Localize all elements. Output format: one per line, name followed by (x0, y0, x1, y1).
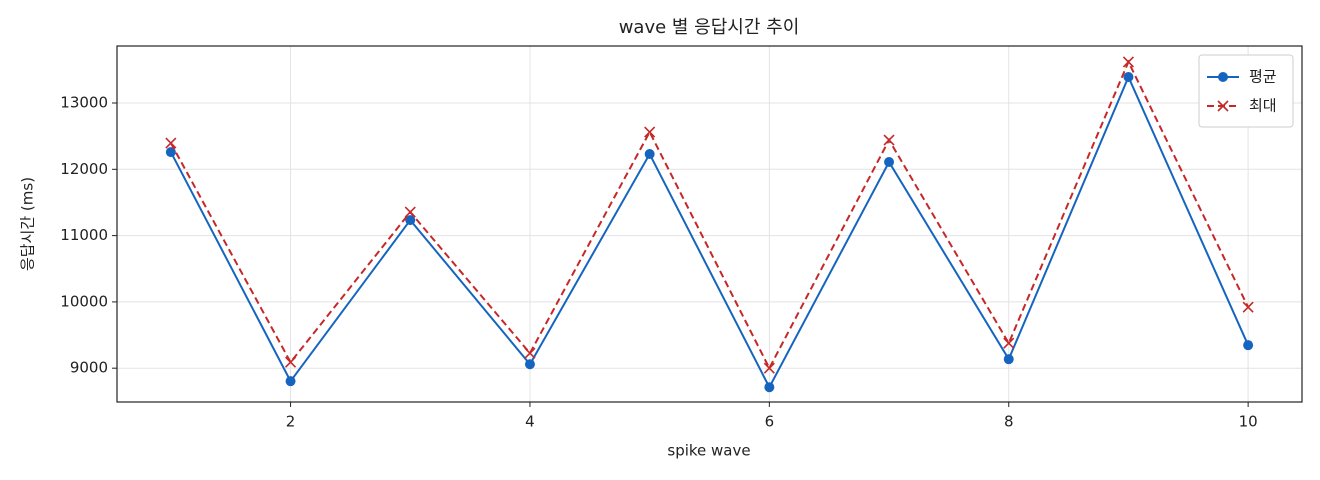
y-tick-label: 12000 (60, 160, 108, 178)
data-point (884, 157, 895, 168)
data-point (524, 347, 536, 359)
data-point (763, 362, 775, 374)
data-point (1123, 72, 1134, 83)
data-point (405, 215, 416, 226)
y-tick-label: 13000 (60, 94, 108, 112)
y-axis-label: 응답시간 (ms) (19, 177, 37, 271)
x-tick-label: 10 (1239, 413, 1258, 431)
legend-marker (1217, 100, 1229, 112)
data-point (1243, 340, 1254, 351)
x-tick-label: 4 (525, 413, 535, 431)
x-tick-label: 2 (286, 413, 296, 431)
x-tick-label: 6 (765, 413, 775, 431)
series-line (169, 74, 1250, 390)
legend-label: 최대 (1249, 97, 1277, 115)
data-point (1003, 354, 1014, 365)
chart-title: wave 별 응답시간 추이 (619, 17, 800, 38)
data-point (284, 356, 297, 368)
legend-marker (1218, 72, 1228, 82)
data-point (404, 206, 416, 218)
x-tick-label: 8 (1004, 413, 1014, 431)
data-point (764, 382, 775, 393)
legend-box (1198, 54, 1294, 128)
data-point (1003, 337, 1015, 349)
plot-frame (116, 45, 1303, 403)
legend-symbol (1218, 72, 1228, 82)
x-axis-label: spike wave (667, 442, 750, 460)
data-point (1122, 56, 1135, 68)
data-point (644, 126, 656, 138)
data-point (165, 137, 177, 149)
data-point (644, 149, 655, 160)
y-tick-label: 11000 (60, 226, 108, 244)
series-line (169, 59, 1250, 371)
y-tick-label: 10000 (60, 292, 108, 310)
data-point (524, 359, 535, 370)
data-point (285, 376, 296, 387)
legend-label: 평균 (1249, 68, 1277, 86)
legend-symbol (1217, 100, 1229, 112)
data-point (1242, 301, 1254, 313)
data-point (883, 134, 895, 146)
y-tick-label: 9000 (70, 359, 108, 377)
